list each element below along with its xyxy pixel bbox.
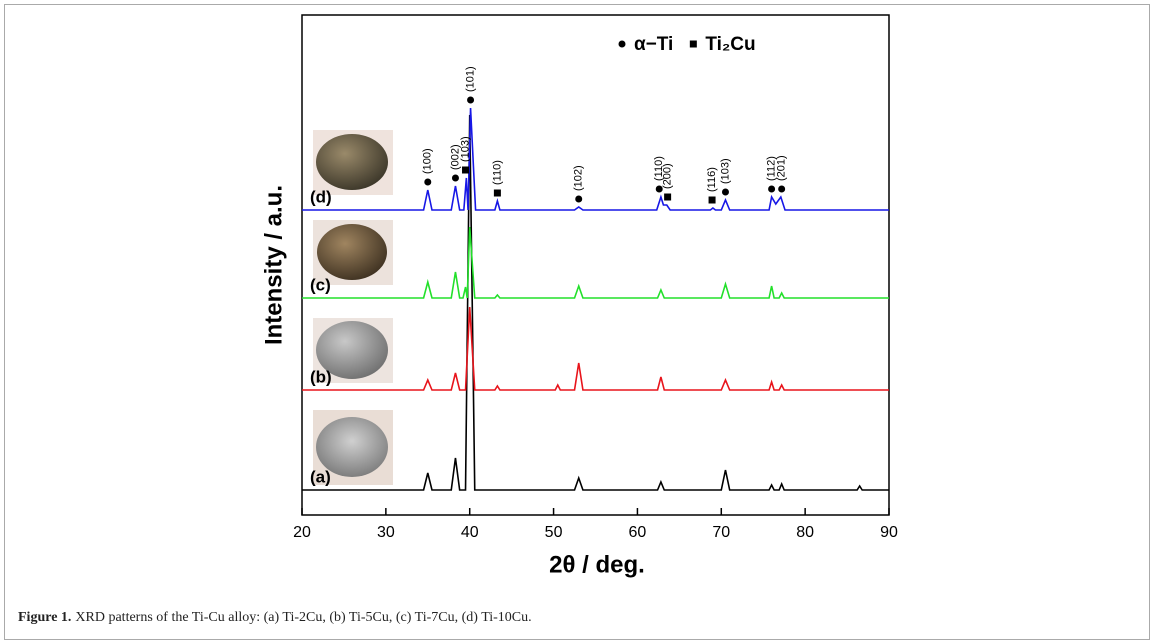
legend-label: Ti₂Cu	[705, 34, 755, 55]
y-axis-label: Intensity / a.u.	[260, 185, 287, 345]
peak-label: (101)	[464, 66, 476, 92]
peak-label: (116)	[706, 167, 718, 192]
sample-c	[317, 224, 387, 280]
peak-marker	[467, 97, 474, 104]
caption: Figure 1. XRD patterns of the Ti-Cu alloy…	[18, 610, 532, 626]
peak-marker	[709, 197, 716, 204]
chart: 2θ / deg. Intensity / a.u. 20 30 40 50 60 70 8…	[0, 0, 1155, 600]
peak-label: (102)	[573, 165, 585, 191]
page: 2θ / deg. Intensity / a.u. 20 30 40 50 60 70 8…	[0, 0, 1155, 644]
sample-d	[316, 134, 388, 190]
peak-marker	[575, 196, 582, 203]
peak-marker	[722, 189, 729, 196]
peak-label: (103)	[459, 136, 471, 162]
peak-label: (110)	[491, 160, 503, 185]
series-label: (c)	[310, 275, 331, 294]
peak-label: (103)	[719, 158, 731, 184]
x-tick-label: 90	[880, 524, 898, 541]
x-tick-label: 40	[461, 524, 479, 541]
peak-label: (100)	[422, 148, 434, 174]
caption-label: Figure 1.	[18, 610, 71, 625]
peak-label: (201)	[776, 155, 788, 181]
peak-marker	[452, 175, 459, 182]
peak-marker	[462, 167, 469, 174]
series-label: (a)	[310, 467, 331, 486]
x-tick-label: 80	[796, 524, 814, 541]
x-tick-label: 60	[629, 524, 647, 541]
legend-marker	[690, 41, 697, 48]
x-axis-label: 2θ / deg.	[549, 551, 645, 578]
caption-text: XRD patterns of the Ti-Cu alloy: (a) Ti-…	[75, 610, 531, 625]
peak-label: (200)	[662, 163, 674, 189]
x-tick-label: 70	[712, 524, 730, 541]
x-tick-label: 50	[545, 524, 563, 541]
x-tick-label: 30	[377, 524, 395, 541]
peak-marker	[768, 186, 775, 193]
peak-marker	[424, 179, 431, 186]
peak-marker	[664, 194, 671, 201]
peak-marker	[494, 190, 501, 197]
x-tick-label: 20	[293, 524, 311, 541]
sample-photos	[313, 130, 393, 485]
legend-marker	[619, 41, 626, 48]
series-label: (d)	[310, 187, 332, 206]
series-label: (b)	[310, 367, 332, 386]
legend-label: α−Ti	[634, 34, 673, 55]
peak-marker	[778, 186, 785, 193]
